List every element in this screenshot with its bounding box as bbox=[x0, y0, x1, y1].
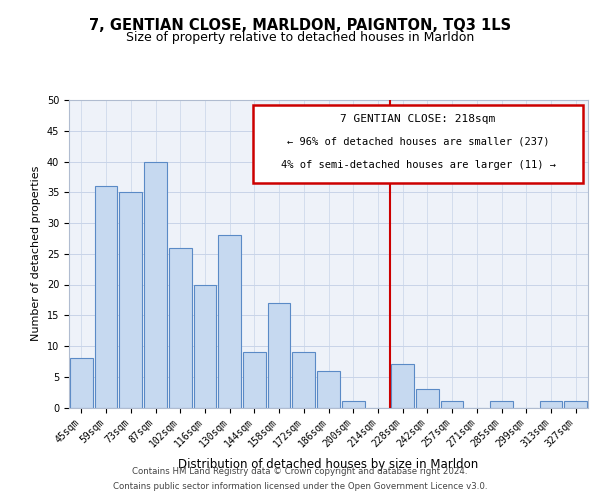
Bar bbox=[95, 186, 118, 408]
Bar bbox=[539, 402, 562, 407]
Bar bbox=[169, 248, 191, 408]
Bar bbox=[441, 402, 463, 407]
Bar bbox=[144, 162, 167, 408]
Y-axis label: Number of detached properties: Number of detached properties bbox=[31, 166, 41, 342]
Text: Contains HM Land Registry data © Crown copyright and database right 2024.: Contains HM Land Registry data © Crown c… bbox=[132, 467, 468, 476]
Text: ← 96% of detached houses are smaller (237): ← 96% of detached houses are smaller (23… bbox=[287, 137, 549, 147]
Bar bbox=[218, 236, 241, 408]
Bar bbox=[342, 402, 365, 407]
Bar bbox=[268, 303, 290, 408]
X-axis label: Distribution of detached houses by size in Marldon: Distribution of detached houses by size … bbox=[178, 458, 479, 470]
Bar bbox=[391, 364, 414, 408]
Bar bbox=[416, 389, 439, 407]
Text: 4% of semi-detached houses are larger (11) →: 4% of semi-detached houses are larger (1… bbox=[281, 160, 556, 170]
Bar bbox=[490, 402, 513, 407]
Text: 7, GENTIAN CLOSE, MARLDON, PAIGNTON, TQ3 1LS: 7, GENTIAN CLOSE, MARLDON, PAIGNTON, TQ3… bbox=[89, 18, 511, 32]
Text: 7 GENTIAN CLOSE: 218sqm: 7 GENTIAN CLOSE: 218sqm bbox=[340, 114, 496, 124]
Bar bbox=[194, 284, 216, 408]
Bar bbox=[564, 402, 587, 407]
Bar bbox=[243, 352, 266, 408]
Text: Size of property relative to detached houses in Marldon: Size of property relative to detached ho… bbox=[126, 31, 474, 44]
Bar bbox=[119, 192, 142, 408]
Bar bbox=[292, 352, 315, 408]
Bar bbox=[70, 358, 93, 408]
FancyBboxPatch shape bbox=[253, 104, 583, 183]
Text: Contains public sector information licensed under the Open Government Licence v3: Contains public sector information licen… bbox=[113, 482, 487, 491]
Bar bbox=[317, 370, 340, 408]
